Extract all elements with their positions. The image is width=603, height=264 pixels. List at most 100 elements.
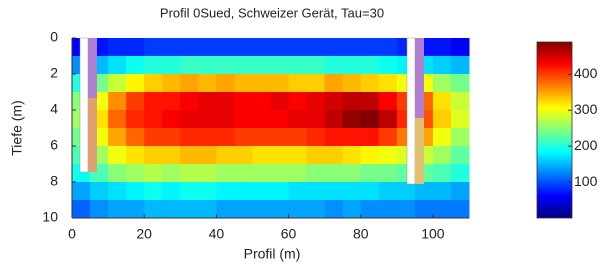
heatmap-cell xyxy=(144,38,163,57)
heatmap-cell xyxy=(234,110,253,129)
heatmap-cell xyxy=(234,56,253,75)
heatmap-cell xyxy=(397,182,416,201)
heatmap-cell xyxy=(144,200,163,219)
heatmap-cell xyxy=(325,38,344,57)
heatmap-cell xyxy=(451,128,470,147)
heatmap-cell xyxy=(433,146,452,165)
heatmap-cell xyxy=(108,38,127,57)
heatmap-cell xyxy=(433,38,452,57)
heatmap-cell xyxy=(271,164,290,183)
heatmap-cell xyxy=(433,164,452,183)
heatmap-cell xyxy=(252,182,271,201)
heatmap-cell xyxy=(198,164,217,183)
heatmap-cell xyxy=(144,182,163,201)
borehole-log xyxy=(415,118,424,184)
y-tick-label: 10 xyxy=(42,209,58,225)
heatmap-cell xyxy=(126,38,145,57)
heatmap-cell xyxy=(126,56,145,75)
heatmap-cell xyxy=(271,182,290,201)
heatmap-cell xyxy=(379,128,398,147)
heatmap-cell xyxy=(325,164,344,183)
heatmap-cell xyxy=(307,38,326,57)
y-tick-label: 8 xyxy=(50,173,58,189)
heatmap-cell xyxy=(108,128,127,147)
heatmap-cell xyxy=(162,38,181,57)
chart: Profil 0Sued, Schweizer Gerät, Tau=30 Pr… xyxy=(0,0,603,264)
heatmap-cell xyxy=(451,74,470,93)
heatmap-cell xyxy=(433,74,452,93)
borehole-log xyxy=(407,38,415,184)
heatmap-cell xyxy=(451,146,470,165)
heatmap-cell xyxy=(343,164,362,183)
heatmap-cell xyxy=(325,200,344,219)
heatmap-cell xyxy=(108,146,127,165)
heatmap-cell xyxy=(289,128,308,147)
heatmap-cell xyxy=(289,56,308,75)
heatmap-cell xyxy=(126,200,145,219)
heatmap-cell xyxy=(162,110,181,129)
heatmap-cell xyxy=(289,200,308,219)
heatmap-cell xyxy=(72,200,91,219)
heatmap-cell xyxy=(252,164,271,183)
heatmap-cell xyxy=(234,200,253,219)
heatmap-cell xyxy=(234,92,253,111)
heatmap-cell xyxy=(343,182,362,201)
heatmap-cell xyxy=(289,110,308,129)
borehole-log xyxy=(88,98,97,172)
heatmap-cell xyxy=(433,92,452,111)
x-tick-label: 40 xyxy=(209,226,225,242)
heatmap-cell xyxy=(271,38,290,57)
x-tick-label: 80 xyxy=(353,226,369,242)
heatmap-cell xyxy=(361,92,380,111)
heatmap-cell xyxy=(180,128,199,147)
heatmap-cell xyxy=(198,146,217,165)
y-tick-label: 2 xyxy=(50,65,58,81)
heatmap-cell xyxy=(162,182,181,201)
x-tick-label: 100 xyxy=(421,226,445,242)
heatmap-cell xyxy=(307,74,326,93)
heatmap-cell xyxy=(90,182,109,201)
heatmap-cell xyxy=(361,74,380,93)
heatmap-cell xyxy=(144,92,163,111)
heatmap-cell xyxy=(234,182,253,201)
heatmap-cell xyxy=(433,200,452,219)
heatmap-cell xyxy=(198,92,217,111)
heatmap-cell xyxy=(216,92,235,111)
heatmap-cell xyxy=(271,200,290,219)
borehole-log xyxy=(80,38,88,172)
heatmap-cell xyxy=(126,110,145,129)
heatmap-cell xyxy=(144,74,163,93)
heatmap-cell xyxy=(415,182,434,201)
heatmap-cell xyxy=(126,182,145,201)
heatmap-cell xyxy=(307,110,326,129)
heatmap-cell xyxy=(361,128,380,147)
heatmap-cell xyxy=(198,182,217,201)
heatmap-cell xyxy=(289,38,308,57)
heatmap-cell xyxy=(307,146,326,165)
x-tick-label: 20 xyxy=(136,226,152,242)
heatmap-cell xyxy=(379,56,398,75)
heatmap-cell xyxy=(307,164,326,183)
x-tick-label: 60 xyxy=(281,226,297,242)
heatmap-cell xyxy=(108,92,127,111)
heatmap-cell xyxy=(252,56,271,75)
heatmap-cell xyxy=(126,146,145,165)
heatmap-cell xyxy=(144,164,163,183)
heatmap-cell xyxy=(361,110,380,129)
heatmap-cell xyxy=(180,74,199,93)
heatmap-cell xyxy=(216,164,235,183)
heatmap-cell xyxy=(144,56,163,75)
heatmap-cell xyxy=(325,128,344,147)
heatmap-cell xyxy=(271,146,290,165)
heatmap-cell xyxy=(451,164,470,183)
heatmap-cell xyxy=(289,164,308,183)
heatmap-cell xyxy=(252,110,271,129)
heatmap-cell xyxy=(379,74,398,93)
heatmap-cell xyxy=(343,56,362,75)
heatmap-cell xyxy=(451,56,470,75)
heatmap-cell xyxy=(162,146,181,165)
heatmap-cell xyxy=(252,146,271,165)
heatmap-cell xyxy=(126,128,145,147)
heatmap-cell xyxy=(144,128,163,147)
heatmap-cell xyxy=(289,146,308,165)
